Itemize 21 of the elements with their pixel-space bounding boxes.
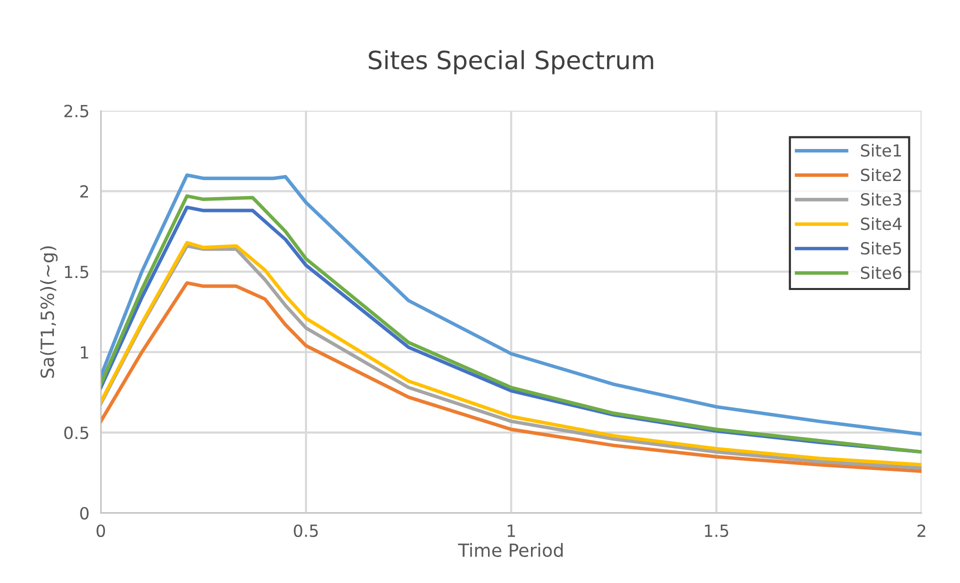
- x-tick-label: 1.5: [704, 524, 728, 538]
- x-tick-label: 1: [508, 524, 515, 537]
- legend-label: Site2: [860, 168, 901, 182]
- y-tick-label: 0: [80, 507, 89, 520]
- x-axis-title: Time Period: [458, 543, 563, 558]
- x-tick-label: 2: [918, 524, 926, 537]
- line-series: [100, 281, 922, 473]
- legend-label: Site5: [860, 242, 902, 255]
- y-tick-label: 0.5: [64, 426, 88, 440]
- chart-title: Sites Special Spectrum: [368, 50, 654, 74]
- y-tick-label: 1: [80, 346, 88, 358]
- legend-label: Site6: [860, 266, 902, 280]
- x-tick-label: 0.5: [294, 524, 318, 538]
- legend-label: Site1: [860, 144, 901, 157]
- y-tick-label: 2.5: [64, 104, 88, 118]
- legend-label: Site4: [860, 217, 902, 230]
- y-tick-label: 1.5: [65, 266, 88, 278]
- y-axis-title: Sa(T1,5%)(~g): [40, 246, 58, 378]
- legend-label: Site3: [860, 192, 902, 206]
- x-tick-label: 0: [96, 524, 105, 538]
- y-tick-label: 2: [80, 185, 88, 198]
